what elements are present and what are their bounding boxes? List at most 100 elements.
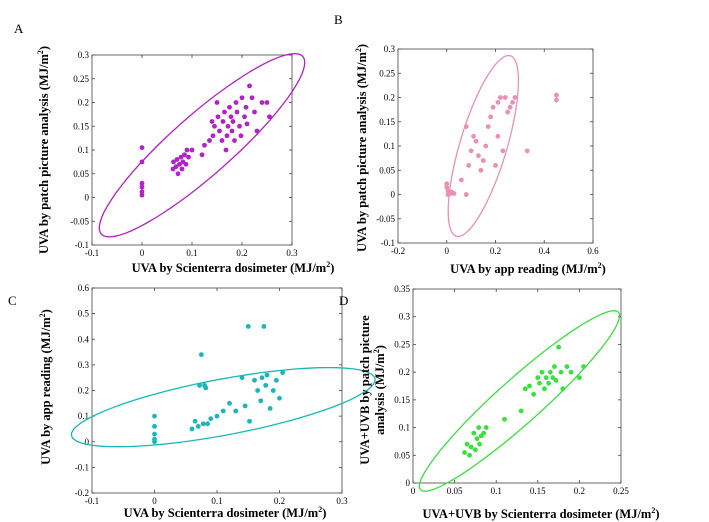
data-point	[239, 375, 245, 381]
panel-letter: D	[339, 293, 348, 308]
data-point	[139, 192, 145, 198]
data-point	[478, 167, 484, 173]
x-tick-label: 0.2	[236, 248, 247, 258]
data-point	[267, 114, 272, 120]
confidence-ellipse	[98, 52, 306, 238]
data-point	[189, 147, 195, 153]
data-point	[493, 163, 498, 168]
data-point	[209, 119, 215, 124]
y-tick-label: 0.3	[384, 44, 396, 54]
data-point	[524, 148, 530, 154]
panel-letter: C	[8, 293, 17, 308]
data-point	[468, 148, 474, 154]
data-point	[463, 192, 469, 197]
data-point	[244, 121, 250, 127]
data-point	[252, 377, 257, 383]
data-point	[468, 444, 474, 450]
x-tick-label: 0	[445, 246, 450, 256]
x-tick-label: 0.1	[491, 486, 502, 496]
data-point	[152, 439, 157, 445]
y-tick-label: 0.3	[78, 50, 90, 60]
data-point	[263, 382, 269, 388]
data-point	[495, 99, 501, 105]
y-tick-label: 0.2	[78, 98, 89, 108]
y-tick-label: 0.1	[384, 141, 395, 151]
y-tick-label: 0.05	[73, 169, 89, 179]
y-tick-label: 0.1	[78, 411, 89, 421]
y-tick-label: 0.05	[379, 165, 395, 175]
x-tick-label: 0.05	[447, 486, 463, 496]
data-point	[458, 177, 464, 183]
y-tick-label: 0.6	[78, 283, 90, 293]
data-point	[267, 406, 273, 411]
data-point	[238, 133, 244, 139]
x-tick-label: -0.1	[85, 496, 99, 506]
x-tick-label: 0.3	[286, 248, 298, 258]
x-tick-label: 0.3	[336, 496, 348, 506]
y-axis-label: UVA+UVB by patch picture	[358, 315, 372, 465]
data-point	[152, 413, 157, 419]
data-point	[444, 181, 450, 187]
data-point	[507, 104, 513, 110]
data-point	[261, 324, 267, 329]
y-tick-label: -0.05	[70, 216, 89, 226]
data-point	[502, 416, 507, 422]
panel-a: A -0.1 0 0.1 0.2 0.3 -0.1 -0.05 0 0.05 0.1 0.15 0.2 0…	[14, 21, 334, 275]
data-point	[264, 100, 270, 105]
y-axis-label: UVA by app reading (MJ/m2)	[38, 309, 53, 465]
data-point	[171, 159, 176, 165]
data-point	[234, 109, 240, 115]
data-point	[178, 154, 184, 160]
y-tick-label: 0.15	[73, 121, 89, 131]
data-point	[229, 128, 235, 134]
data-point	[542, 386, 547, 392]
data-point	[207, 138, 212, 143]
data-point	[139, 159, 145, 165]
y-tick-label: 0.1	[399, 423, 410, 433]
data-point	[249, 95, 255, 101]
data-point	[200, 421, 206, 427]
data-point	[550, 375, 556, 381]
x-tick-label: -0.1	[85, 248, 99, 258]
data-point	[192, 418, 198, 424]
data-point	[473, 447, 478, 453]
data-point	[531, 391, 537, 397]
data-point	[512, 95, 518, 100]
data-point	[273, 377, 279, 383]
x-tick-label: 0.2	[490, 246, 501, 256]
data-point	[252, 109, 257, 115]
data-point	[547, 369, 553, 375]
data-point	[518, 408, 524, 414]
data-point	[139, 145, 145, 151]
data-point	[217, 128, 222, 134]
data-point	[527, 383, 532, 389]
data-point	[199, 152, 205, 158]
data-point	[490, 104, 496, 110]
data-point	[152, 431, 157, 437]
data-point	[564, 364, 570, 369]
data-point	[543, 375, 549, 381]
y-tick-label: 0.2	[384, 93, 395, 103]
data-point	[198, 352, 204, 358]
y-tick-label: -0.1	[75, 462, 89, 472]
data-point	[227, 400, 232, 406]
data-point	[495, 133, 501, 139]
confidence-ellipse	[447, 54, 520, 238]
y-tick-label: 0.35	[394, 284, 410, 294]
data-point	[581, 364, 586, 369]
y-tick-label: 0.15	[394, 395, 410, 405]
panel-letter: A	[14, 21, 24, 36]
data-point	[463, 124, 469, 129]
x-axis-label: UVA by Scienterra dosimeter (MJ/m2)	[132, 260, 335, 275]
panel-d: D 0 0.05 0.1 0.15 0.2 0.25 0 0.05 0.1 0.15 0.2 0.25 0…	[339, 284, 660, 521]
data-point	[237, 123, 242, 129]
x-tick-label: 0	[411, 486, 416, 496]
data-point	[485, 124, 491, 129]
data-point	[264, 372, 270, 378]
x-tick-label: 0.15	[530, 486, 546, 496]
data-point	[577, 375, 582, 381]
data-point	[195, 423, 201, 429]
data-point	[259, 100, 265, 105]
x-tick-label: -0.2	[391, 246, 405, 256]
y-tick-label: 0.25	[379, 68, 395, 78]
